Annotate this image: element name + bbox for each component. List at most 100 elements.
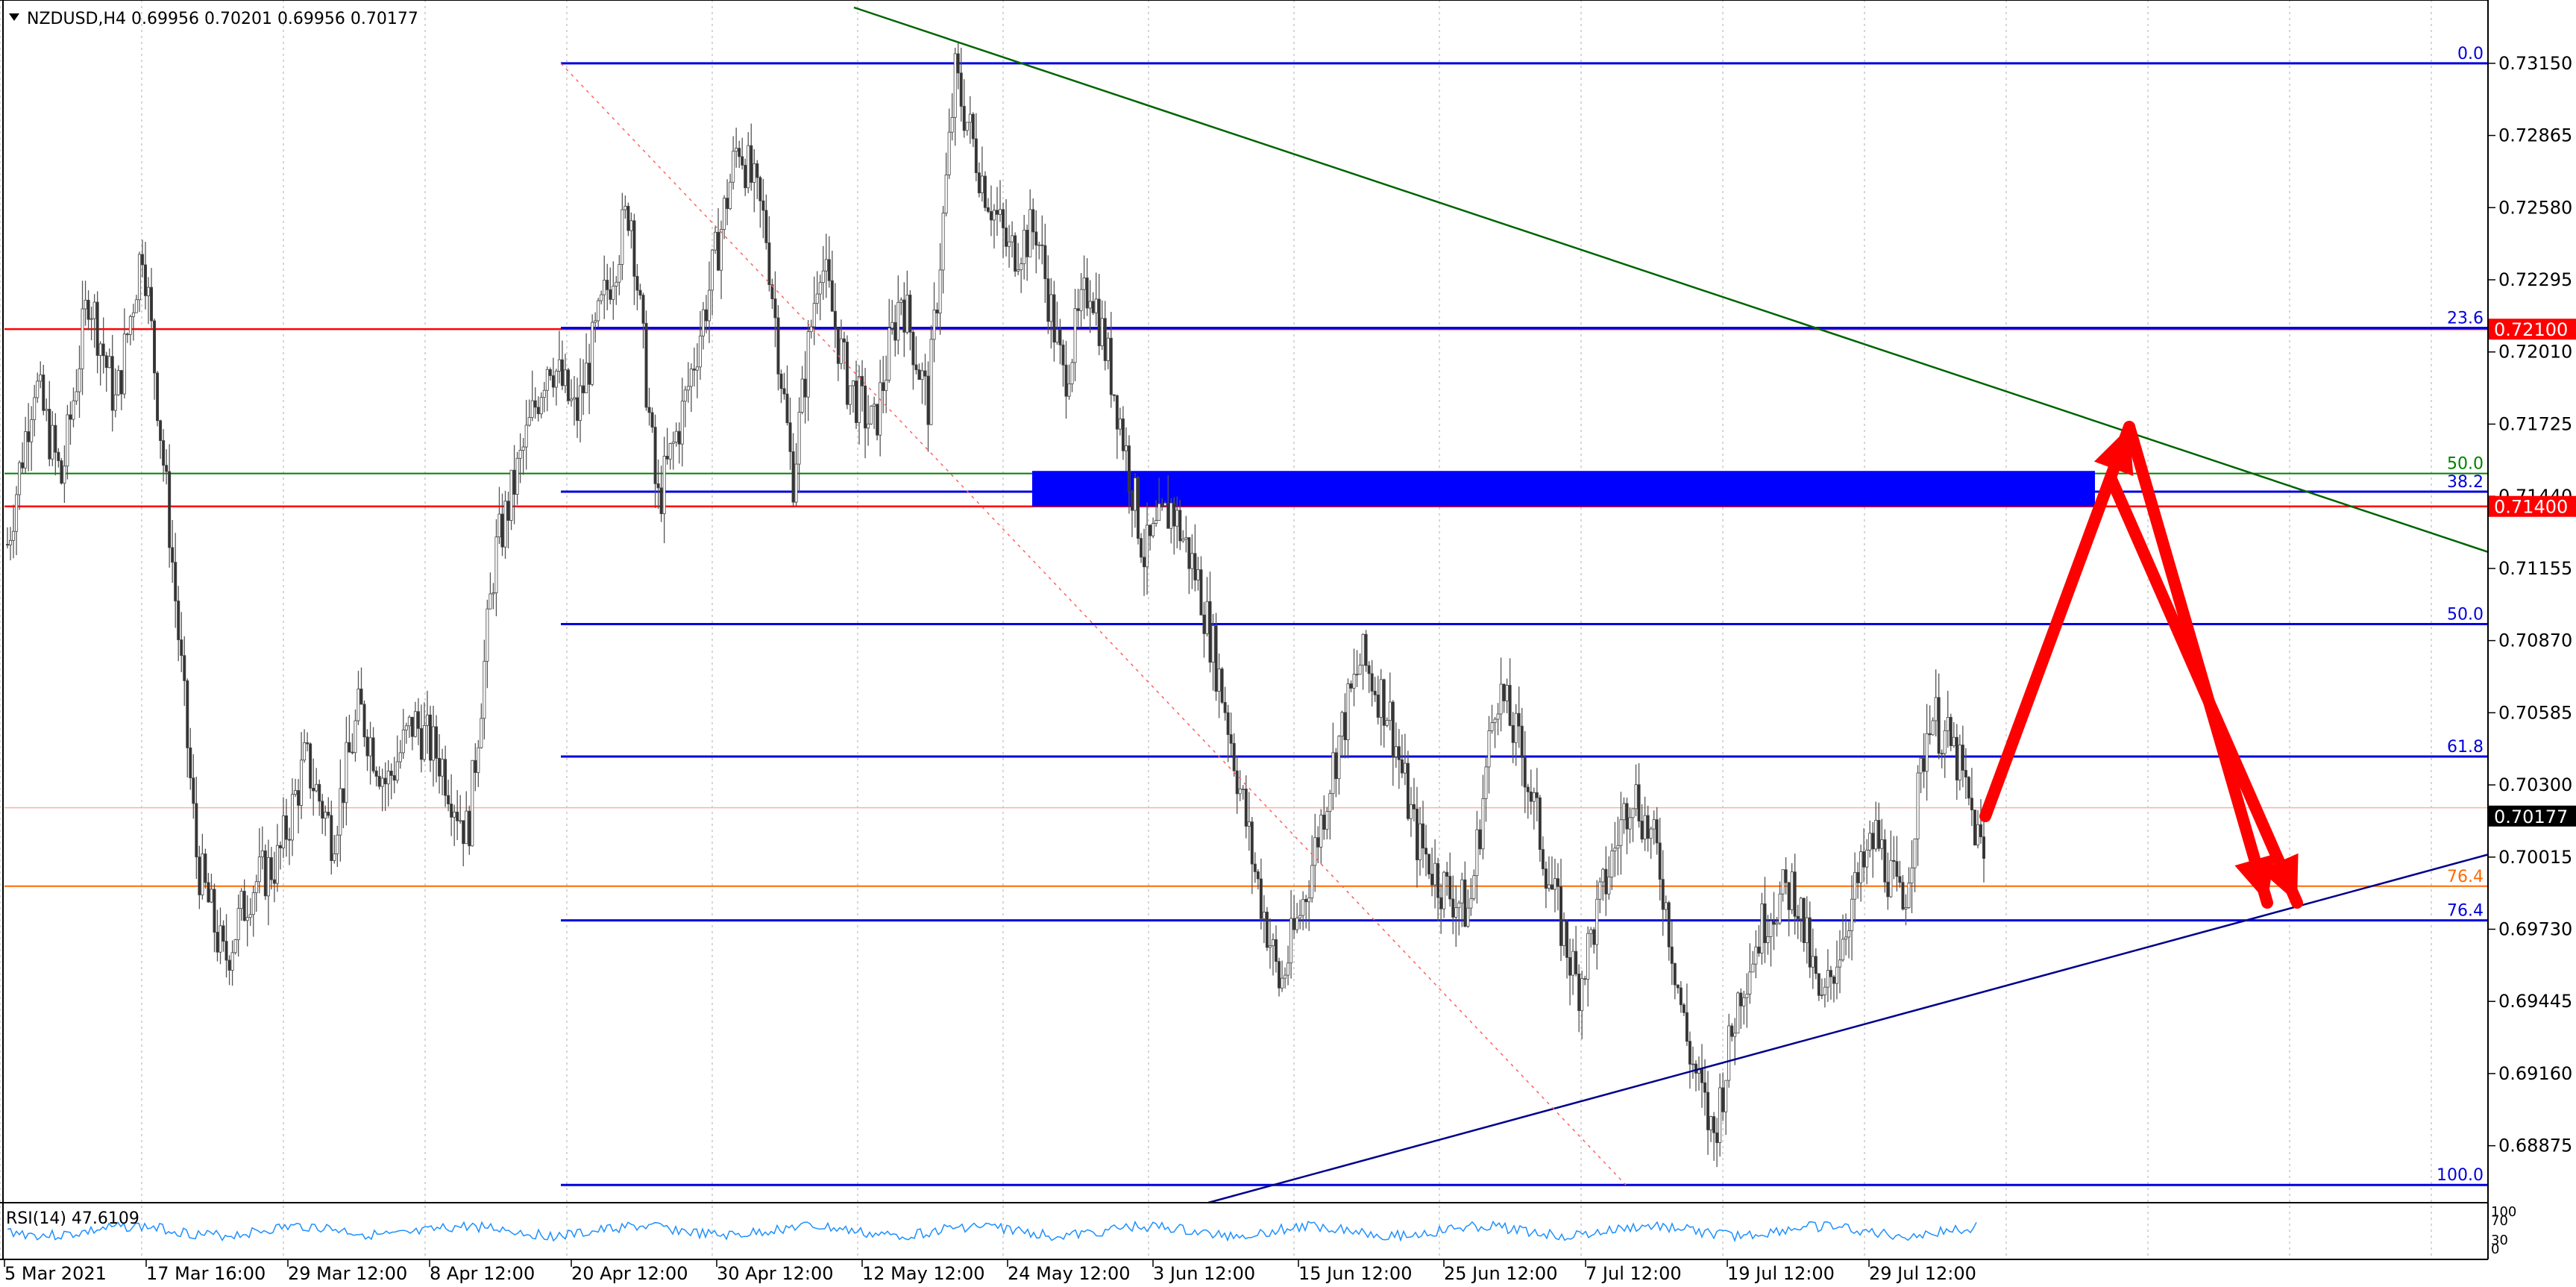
candle-body [983,175,987,208]
candle-body [1511,724,1515,743]
candle-body [606,280,609,290]
candle-body [1211,625,1215,663]
candle-body [207,882,210,903]
candle-body [297,790,301,806]
candle-body [548,369,552,376]
candle-body [1409,804,1413,819]
candle-body [1535,792,1539,798]
candle-body [1589,929,1593,934]
candle-body [1149,524,1152,536]
candle-body [908,294,912,333]
candle-body [365,736,369,757]
candle-body [410,716,414,737]
candle-body [1301,898,1305,916]
candle-body [1895,861,1899,877]
candle-body [941,213,945,271]
candle-body [251,892,255,915]
candle-body [1445,871,1449,877]
candle-body [1430,874,1434,886]
candle-body [956,53,960,74]
candle-body [1433,862,1437,886]
candle-body [27,431,31,442]
candle-body [263,850,267,897]
fib-label: 76.4 [2447,902,2484,921]
price-tick-label: 0.69160 [2498,1063,2572,1084]
candle-body [1754,946,1758,965]
candle-body [51,425,54,460]
candle-body [1616,845,1620,849]
candle-body [1328,793,1332,812]
candle-body [848,385,852,405]
candle-body [1220,668,1224,703]
candle-body [1898,876,1902,883]
candle-body [1937,697,1941,754]
candle-body [284,815,288,840]
candle-body [137,254,141,301]
candle-body [494,536,498,594]
rsi-line [7,1220,1977,1243]
candle-body [1955,736,1958,781]
candle-body [1595,898,1599,945]
candle-body [1904,907,1908,909]
time-tick-label: 7 Jul 12:00 [1586,1263,1682,1284]
candle-body [827,259,831,281]
candle-body [755,163,759,178]
candle-body [851,381,855,386]
candle-body [1421,823,1425,849]
candle-body [689,369,693,387]
candle-body [569,398,573,401]
candle-body [1958,745,1961,781]
candle-body [1520,725,1524,758]
candle-body [1523,757,1527,788]
candle-body [1169,502,1173,529]
candle-body [287,839,291,841]
candle-body [1793,871,1797,917]
candle-body [1706,1092,1710,1130]
candle-body [1424,848,1428,855]
candle-body [806,331,810,398]
rsi-tick-label: 30 [2491,1233,2508,1248]
candle-body [401,729,405,754]
candle-body [1637,784,1641,821]
candle-body [1634,784,1638,810]
candle-body [1017,269,1020,272]
candle-body [800,378,804,413]
candle-body [1091,301,1095,313]
candle-body [1508,685,1512,726]
candle-body [1967,777,1970,799]
candle-body [1541,849,1545,869]
candle-body [30,419,34,442]
candle-body [650,412,654,428]
candle-body [647,407,651,413]
candle-body [974,138,978,173]
candle-body [374,770,378,777]
candle-body [404,725,408,730]
candle-body [327,812,330,816]
candle-body [999,209,1002,215]
candle-body [524,425,528,448]
candle-body [965,122,969,131]
candle-body [704,309,708,322]
candle-body [1229,734,1233,744]
candle-body [75,391,78,401]
candle-body [723,198,726,230]
candle-body [674,430,678,442]
candle-body [1742,997,1746,1006]
candle-body [1670,946,1674,964]
candle-body [989,211,993,221]
candle-body [1853,871,1857,900]
candle-body [491,592,495,595]
candle-body [582,385,585,394]
candle-body [1163,502,1167,507]
candle-body [1028,209,1032,257]
candle-body [395,761,399,781]
candle-body [1346,683,1350,740]
candle-body [758,177,762,201]
chevron-down-icon[interactable] [9,13,19,21]
candle-body [1610,851,1614,877]
candle-body [858,376,861,423]
candle-body [962,106,966,131]
candle-body [726,198,729,210]
candle-body [1973,810,1976,846]
